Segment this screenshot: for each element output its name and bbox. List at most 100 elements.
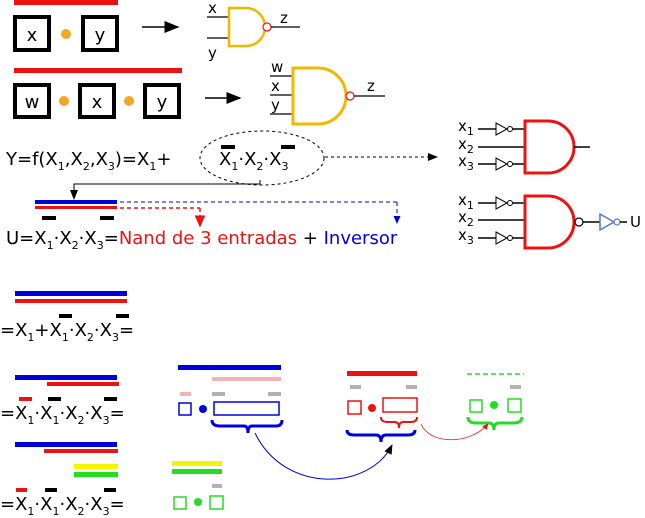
box-y bbox=[143, 83, 181, 119]
output-u-label: U bbox=[630, 213, 641, 231]
bottom-green-box-2 bbox=[209, 495, 224, 510]
box-y bbox=[81, 15, 119, 52]
gate4-label-x2: x2 bbox=[458, 208, 474, 229]
eq4-blue-bar bbox=[15, 375, 117, 380]
box-y-label: y bbox=[95, 25, 106, 46]
row2-group: w x y w x y z bbox=[13, 58, 385, 126]
gray-bar-4 bbox=[406, 385, 417, 389]
and-dot bbox=[59, 96, 69, 106]
eq2-bar-x3 bbox=[100, 216, 114, 220]
gate2-label-w: w bbox=[271, 58, 283, 76]
eq2-red-bar bbox=[35, 206, 117, 209]
gray-bar-1 bbox=[212, 392, 225, 396]
green-dot bbox=[490, 401, 498, 409]
eq3-blue-bar bbox=[15, 291, 127, 296]
row2-red-bar bbox=[14, 68, 182, 73]
gate2-bubble bbox=[345, 91, 355, 101]
gray-bar-2 bbox=[268, 392, 281, 396]
inverter-icon bbox=[495, 196, 509, 210]
eq5-bar-x3 bbox=[104, 488, 116, 492]
inverter-icon bbox=[599, 212, 616, 232]
inverter-icon bbox=[495, 122, 509, 136]
nand-bubble bbox=[574, 217, 584, 227]
blue-long-box bbox=[213, 401, 280, 416]
box-x-label: x bbox=[92, 92, 103, 113]
gate3-label-x2: x2 bbox=[458, 135, 474, 156]
gate4-group: x1 x2 x3 U bbox=[458, 191, 641, 250]
eq5-green-bar bbox=[74, 472, 118, 477]
eq1-text: Y=f(X1,X2,X3)=X1+ bbox=[5, 149, 171, 173]
pink-bar-small bbox=[180, 392, 191, 396]
blue-curve-arrow bbox=[254, 432, 393, 480]
eq4-text: =X1·X1·X2·X3= bbox=[0, 403, 125, 427]
gray-bar-6 bbox=[212, 484, 222, 488]
bottom-yellow-bar bbox=[172, 461, 222, 466]
eq3-text: =X1+X1·X2·X3= bbox=[0, 320, 134, 344]
red-small-box bbox=[347, 400, 362, 415]
blue-small-box bbox=[178, 402, 192, 416]
gate3-label-x1: x1 bbox=[458, 117, 474, 138]
red-structure bbox=[345, 371, 418, 443]
gate1-label-z: z bbox=[280, 9, 288, 27]
box-w-label: w bbox=[25, 92, 40, 113]
eq5-blue-bar bbox=[15, 442, 117, 447]
gate3-group: x1 x2 x3 bbox=[458, 117, 590, 175]
box-x bbox=[78, 83, 116, 119]
eq5-yellow-bar bbox=[74, 464, 118, 469]
bottom-green-box-1 bbox=[173, 496, 187, 510]
gate2-label-y: y bbox=[271, 96, 280, 114]
green-small-box-1 bbox=[469, 399, 483, 413]
red-brace bbox=[380, 416, 418, 429]
gate3-bubble-1 bbox=[507, 126, 513, 132]
row1-group: x y x y z bbox=[13, 0, 300, 62]
bottom-green-bar bbox=[172, 469, 222, 474]
and-gate bbox=[523, 119, 576, 175]
eq1-bar-x1 bbox=[221, 145, 235, 149]
gate1-label-y: y bbox=[208, 44, 217, 62]
eq2-bar-x1 bbox=[42, 216, 56, 220]
eq1-down-arrow bbox=[70, 180, 261, 200]
gate4-label-x1: x1 bbox=[458, 191, 474, 212]
gate4-label-x3: x3 bbox=[458, 226, 474, 247]
gate3-label-x3: x3 bbox=[458, 152, 474, 173]
gray-bar-5 bbox=[510, 385, 521, 389]
pink-bar-wide bbox=[212, 377, 281, 381]
equation-5: =X1·X1·X2·X3= bbox=[0, 442, 125, 518]
inverter-icon bbox=[495, 231, 509, 245]
inverter-bubble bbox=[613, 218, 621, 226]
eq1-bar-x3 bbox=[281, 145, 295, 149]
gray-bar-3 bbox=[350, 385, 361, 389]
eq1-highlight-ellipse bbox=[199, 130, 325, 186]
box-x-label: x bbox=[27, 25, 38, 46]
row1-red-bar bbox=[14, 0, 118, 5]
eq5-text: =X1·X1·X2·X3= bbox=[0, 494, 125, 518]
eq3-red-bar bbox=[15, 299, 127, 303]
green-structure bbox=[466, 373, 524, 431]
eq2-blue-bar bbox=[35, 200, 117, 204]
eq5-red-bar bbox=[44, 449, 118, 453]
eq4-red-small-bar bbox=[19, 397, 32, 401]
eq4-bar-x3 bbox=[104, 397, 117, 401]
gate4-bubble-3 bbox=[507, 235, 513, 241]
nand-gate bbox=[523, 194, 576, 250]
gate1-bubble bbox=[262, 22, 272, 32]
blue-top-bar bbox=[178, 365, 281, 370]
blue-brace bbox=[210, 419, 284, 434]
eq3-bar-x1 bbox=[59, 314, 72, 318]
nand-gate-2in bbox=[227, 6, 267, 48]
eq4-red-bar bbox=[47, 382, 119, 386]
and-dot bbox=[124, 96, 134, 106]
inverter-icon bbox=[495, 157, 509, 171]
green-small-box-2 bbox=[507, 398, 522, 413]
box-y-label: y bbox=[157, 92, 168, 113]
blue-structure bbox=[178, 365, 284, 434]
and-dot bbox=[61, 29, 71, 39]
blue-dot bbox=[199, 405, 207, 413]
green-brace bbox=[466, 416, 524, 431]
box-w bbox=[13, 83, 51, 119]
equation-2: U=X1·X2·X3=Nand de 3 entradas + Inversor bbox=[6, 200, 401, 252]
bottom-group bbox=[172, 461, 224, 510]
gate3-bubble-3 bbox=[507, 161, 513, 167]
blue-brace-2 bbox=[345, 429, 417, 443]
